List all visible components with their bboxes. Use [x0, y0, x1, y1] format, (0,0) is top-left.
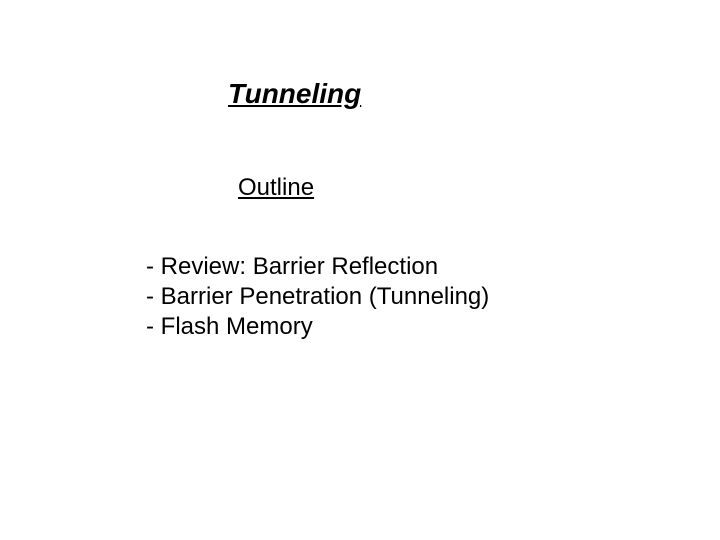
bullet-item: - Barrier Penetration (Tunneling)	[146, 282, 489, 312]
slide: Tunneling Outline - Review: Barrier Refl…	[0, 0, 720, 540]
bullet-list: - Review: Barrier Reflection- Barrier Pe…	[146, 252, 489, 342]
slide-title: Tunneling	[228, 78, 361, 110]
bullet-item: - Review: Barrier Reflection	[146, 252, 489, 282]
slide-subtitle: Outline	[238, 174, 314, 202]
bullet-item: - Flash Memory	[146, 312, 489, 342]
